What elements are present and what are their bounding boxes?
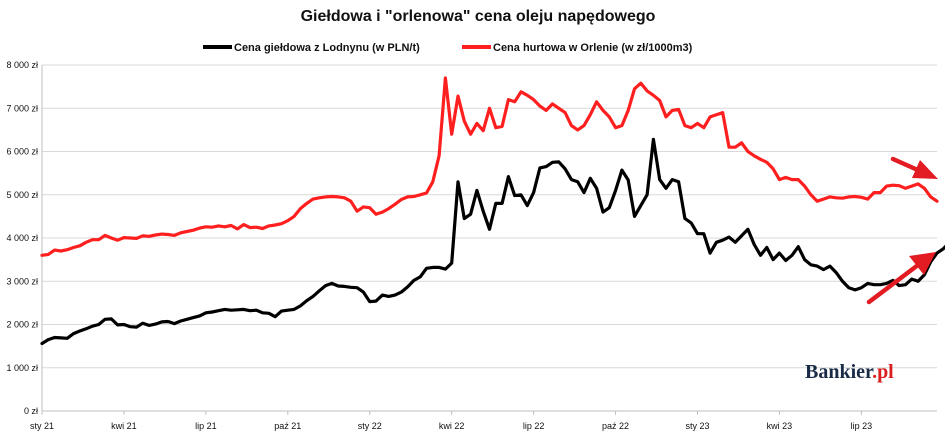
x-tick-label: paź 21 [274,421,301,431]
annotation-arrow-down [890,156,938,179]
legend: Cena giełdowa z Lodnynu (w PLN/t) Cena h… [203,42,693,54]
chart-title: Giełdowa i "orlenowa" cena oleju napędow… [301,8,656,25]
y-tick-label: 1 000 zł [6,363,38,373]
x-tick-label: sty 22 [358,421,382,431]
gridlines [41,64,937,412]
series-lines [40,76,945,346]
y-tick-label: 6 000 zł [6,147,38,157]
y-tick-label: 3 000 zł [6,276,38,286]
logo-text: Bankier [805,361,874,383]
y-tick-label: 8 000 zł [6,60,38,70]
svg-text:Bankier.pl: Bankier.pl [805,361,894,383]
y-tick-label: 5 000 zł [6,190,38,200]
y-tick-label: 7 000 zł [6,103,38,113]
x-tick-label: lip 23 [851,421,873,431]
x-tick-label: kwi 23 [767,421,793,431]
legend-label-series-1: Cena giełdowa z Lodnynu (w PLN/t) [234,42,420,54]
y-tick-label: 4 000 zł [6,233,38,243]
logo-suffix: .pl [872,361,894,383]
y-tick-label: 2 000 zł [6,320,38,330]
x-tick-label: sty 21 [30,421,54,431]
y-tick-label: 0 zł [24,406,38,416]
series-line-2 [40,76,939,257]
x-axis-ticks: sty 21 kwi 21 lip 21 paź 21 sty 22 kwi 22 lip … [30,411,872,431]
x-tick-label: lip 21 [195,421,217,431]
x-tick-label: sty 23 [685,421,709,431]
series-line-1 [40,137,945,346]
watermark-logo: Bankier.pl [805,361,894,383]
x-tick-label: kwi 21 [111,421,137,431]
x-tick-label: paź 22 [602,421,629,431]
x-tick-label: kwi 22 [439,421,465,431]
y-axis-ticks: 0 zł 1 000 zł 2 000 zł 3 000 zł 4 000 zł 5 00… [6,60,38,416]
annotation-arrow-up [866,252,936,305]
legend-label-series-2: Cena hurtowa w Orlenie (w zł/1000m3) [493,42,693,54]
x-tick-label: lip 22 [523,421,545,431]
